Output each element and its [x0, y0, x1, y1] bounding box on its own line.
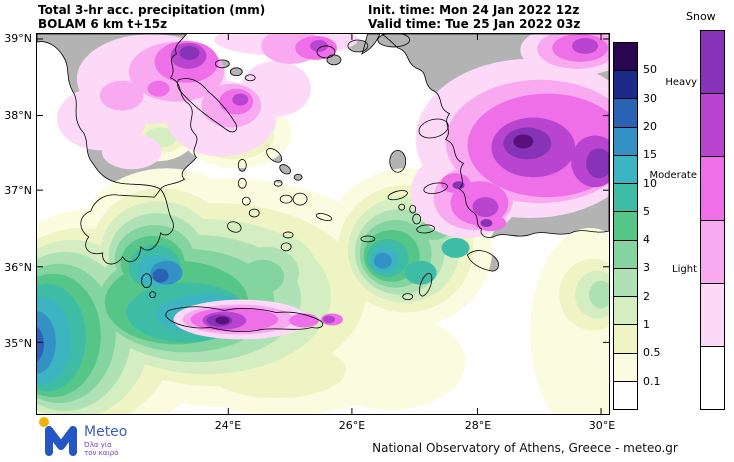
precip-colorbar-segment — [614, 126, 637, 155]
lat-label-37n: 37°N — [4, 184, 32, 197]
snow-label-moderate: Moderate — [649, 170, 697, 181]
map-ticks — [37, 34, 609, 414]
precip-colorbar-value: 0.5 — [643, 346, 661, 360]
logo-brand-text: Meteo — [84, 424, 127, 440]
map-time-block: Init. time: Mon 24 Jan 2022 12z Valid ti… — [368, 3, 580, 31]
precip-colorbar-segment — [614, 98, 637, 127]
lon-label-28e: 28°E — [464, 419, 492, 432]
precip-colorbar-value: 50 — [643, 63, 657, 77]
precip-colorbar-segment — [614, 183, 637, 212]
model-run-label: BOLAM 6 km t+15z — [38, 17, 168, 31]
lon-label-30e: 30°E — [588, 419, 616, 432]
precip-colorbar-segment — [614, 324, 637, 353]
precip-colorbar-value: 15 — [643, 148, 657, 162]
snow-colorbar — [700, 30, 725, 410]
snow-colorbar-segment — [701, 219, 724, 283]
valid-time-label: Valid time: Tue 25 Jan 2022 03z — [368, 17, 581, 31]
precip-colorbar-value: 0.1 — [643, 374, 661, 388]
snow-colorbar-segment — [701, 282, 724, 346]
lat-label-38n: 38°N — [4, 109, 32, 122]
init-time-label: Init. time: Mon 24 Jan 2022 12z — [368, 3, 580, 17]
snow-label-heavy: Heavy — [665, 77, 697, 88]
snow-colorbar-segment — [701, 31, 724, 94]
precip-colorbar-segment — [614, 154, 637, 184]
lon-label-26e: 26°E — [338, 419, 366, 432]
snow-colorbar-segment — [701, 156, 724, 220]
precip-colorbar-segment — [614, 267, 637, 297]
precip-colorbar-value: 30 — [643, 91, 657, 105]
lon-label-24e: 24°E — [214, 419, 242, 432]
snow-colorbar-segment — [701, 345, 724, 410]
logo-sun-dot — [39, 417, 49, 427]
precipitation-map — [37, 34, 609, 414]
meteo-logo: Meteo Όλα για τον καιρό — [34, 411, 164, 459]
precip-colorbar-value: 10 — [643, 176, 657, 190]
map-title-block: Total 3-hr acc. precipitation (mm) BOLAM… — [38, 3, 265, 31]
precip-colorbar-value: 2 — [643, 289, 650, 303]
precip-colorbar-value: 20 — [643, 119, 657, 133]
map-frame — [36, 33, 610, 415]
precip-colorbar-segment — [614, 380, 637, 410]
lat-label-39n: 39°N — [4, 32, 32, 45]
precip-colorbar-segment — [614, 211, 637, 240]
snow-colorbar-segment — [701, 93, 724, 157]
logo-m-icon — [45, 426, 77, 456]
logo-tagline-line1: Όλα για — [83, 441, 112, 449]
logo-tagline-line2: τον καιρό — [84, 449, 118, 457]
rain-contours — [37, 98, 609, 414]
map-title: Total 3-hr acc. precipitation (mm) — [38, 3, 266, 17]
precip-colorbar-value: 5 — [643, 204, 650, 218]
precip-colorbar-value: 4 — [643, 233, 650, 247]
meteo-logo-graphic: Meteo Όλα για τον καιρό — [39, 417, 127, 457]
precip-colorbar-segment — [614, 239, 637, 268]
precip-colorbar-value: 3 — [643, 261, 650, 275]
precip-colorbar-segment — [614, 70, 637, 99]
precip-colorbar-segment — [614, 43, 637, 71]
precip-colorbar-values: 50 30 20 15 10 5 4 3 2 1 0.5 0.1 — [643, 42, 677, 410]
snow-colorbar-title: Snow — [686, 10, 716, 23]
precip-colorbar-segment — [614, 352, 637, 381]
snow-contours — [56, 34, 609, 340]
precip-colorbar-value: 1 — [643, 318, 650, 332]
precip-colorbar-segment — [614, 296, 637, 325]
snow-label-light: Light — [672, 264, 697, 275]
precip-colorbar — [613, 42, 638, 410]
lat-label-35n: 35°N — [4, 337, 32, 350]
lat-label-36n: 36°N — [4, 261, 32, 274]
credit-text: National Observatory of Athens, Greece -… — [372, 441, 678, 455]
